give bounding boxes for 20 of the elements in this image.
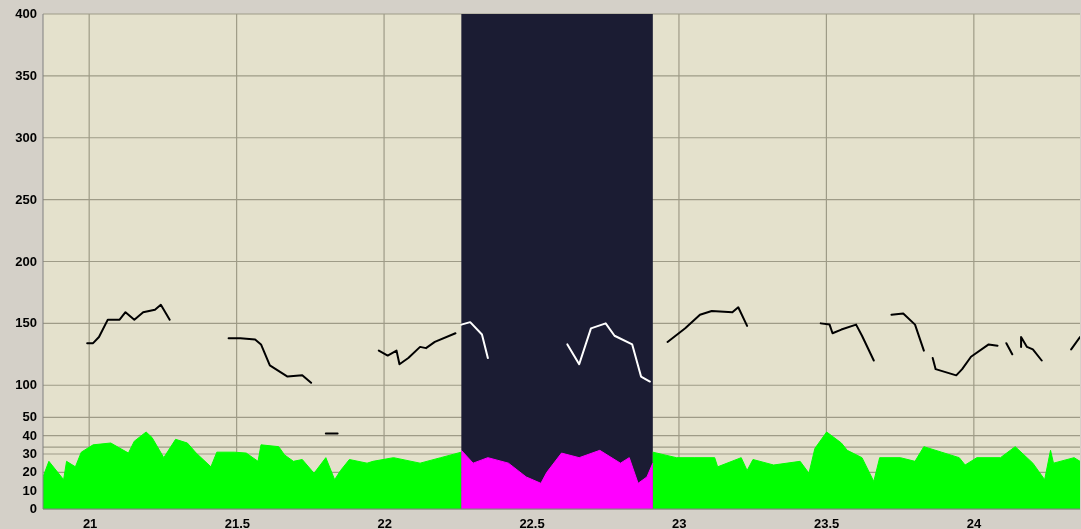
y-tick-label: 400 <box>15 6 37 21</box>
y-tick-label: 300 <box>15 129 37 145</box>
x-tick-label: 23 <box>672 516 687 529</box>
y2-tick-label: 20 <box>22 464 37 480</box>
y-tick-label: 350 <box>15 67 37 83</box>
y2-tick-label: 30 <box>22 446 37 461</box>
y2-tick-label: 0 <box>29 501 37 516</box>
x-tick-label: 21 <box>82 516 98 529</box>
y-tick-label: 150 <box>15 315 37 331</box>
y2-tick-label: 40 <box>22 427 37 443</box>
y-tick-label: 200 <box>15 253 37 269</box>
x-tick-label: 24 <box>966 516 982 529</box>
y2-tick-label: 50 <box>22 409 37 425</box>
x-tick-label: 22.5 <box>519 516 545 529</box>
y2-tick-label: 10 <box>22 482 37 498</box>
y-tick-label: 100 <box>15 377 37 393</box>
y-tick-label: 250 <box>15 191 37 207</box>
x-tick-label: 22 <box>377 516 392 529</box>
x-tick-label: 23.5 <box>813 516 840 529</box>
x-tick-label: 21.5 <box>224 516 251 529</box>
